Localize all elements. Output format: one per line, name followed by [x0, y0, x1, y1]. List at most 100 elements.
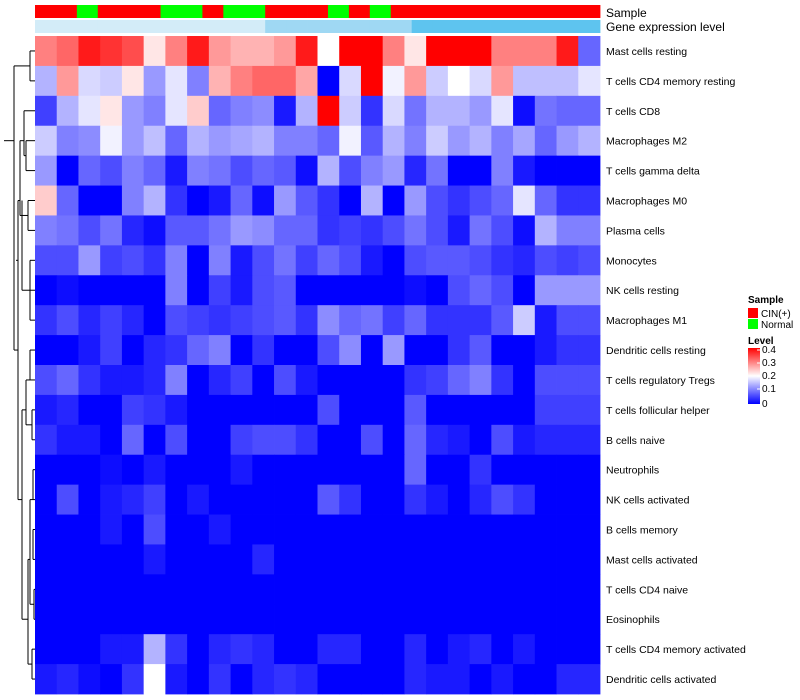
expression-annotation-cell: [55, 20, 78, 33]
heatmap-cell: [556, 155, 579, 186]
row-label: NK cells resting: [606, 285, 679, 297]
heatmap-cell: [295, 65, 318, 97]
heatmap-cell: [252, 574, 275, 605]
heatmap-cell: [491, 215, 514, 246]
heatmap-cell: [208, 125, 231, 157]
heatmap-cell: [447, 335, 471, 366]
heatmap-cell: [295, 365, 318, 396]
heatmap-cell: [274, 36, 297, 67]
row-label: Mast cells activated: [606, 554, 698, 566]
heatmap-cell: [295, 215, 318, 246]
heatmap-cell: [339, 664, 362, 695]
row-label: Neutrophils: [606, 465, 659, 477]
heatmap-cell: [230, 394, 253, 426]
heatmap-cell: [426, 634, 449, 665]
heatmap-cell: [295, 335, 318, 366]
heatmap-cell: [447, 394, 471, 426]
heatmap-cell: [469, 36, 492, 67]
row-label: Macrophages M0: [606, 196, 687, 208]
heatmap-cell: [35, 125, 58, 157]
heatmap-cell: [447, 155, 471, 186]
heatmap-cell: [121, 544, 145, 575]
heatmap-cell: [78, 664, 101, 695]
heatmap-cell: [78, 95, 101, 127]
heatmap-cell: [143, 394, 166, 426]
heatmap-cell: [556, 215, 579, 246]
heatmap-cell: [165, 544, 188, 575]
heatmap-cell: [317, 215, 340, 246]
heatmap-cell: [339, 215, 362, 246]
heatmap-cell: [382, 634, 405, 665]
heatmap-cell: [317, 544, 340, 575]
heatmap-cell: [252, 424, 275, 456]
heatmap-cell: [404, 604, 427, 635]
heatmap-cell: [447, 574, 471, 605]
heatmap-cell: [100, 95, 123, 127]
heatmap-cell: [447, 604, 471, 635]
heatmap-cell: [78, 155, 101, 186]
expression-annotation-cell: [286, 20, 308, 33]
heatmap-cell: [143, 454, 166, 486]
heatmap-cell: [252, 305, 275, 336]
heatmap-cell: [143, 275, 166, 306]
heatmap-cell: [230, 36, 253, 67]
heatmap-cell: [230, 65, 253, 97]
heatmap-cell: [121, 215, 145, 246]
heatmap-cell: [534, 574, 557, 605]
heatmap-cell: [143, 335, 166, 366]
heatmap-cell: [426, 574, 449, 605]
heatmap-cell: [491, 574, 514, 605]
heatmap-cell: [426, 514, 449, 545]
heatmap-cell: [339, 454, 362, 486]
sample-annotation-cell: [432, 5, 454, 18]
heatmap-cell: [165, 484, 188, 515]
heatmap-cell: [56, 95, 79, 127]
heatmap-cell: [35, 634, 58, 665]
heatmap-cell: [100, 245, 123, 276]
heatmap-cell: [578, 275, 601, 306]
heatmap-cell: [491, 95, 514, 127]
heatmap-cell: [78, 484, 101, 515]
heatmap-cell: [143, 245, 166, 276]
heatmap-cell: [252, 664, 275, 695]
heatmap-cell: [491, 484, 514, 515]
heatmap-cell: [317, 604, 340, 635]
heatmap-cell: [230, 95, 253, 127]
heatmap-cell: [208, 604, 231, 635]
heatmap-cell: [426, 95, 449, 127]
expression-annotation-cell: [537, 20, 559, 33]
heatmap-cell: [121, 245, 145, 276]
heatmap-cell: [143, 424, 166, 456]
sample-annotation-cell: [516, 5, 538, 18]
heatmap-cell: [360, 544, 384, 575]
heatmap-cell: [469, 424, 492, 456]
heatmap-cell: [447, 215, 471, 246]
heatmap-cell: [252, 365, 275, 396]
row-label: Mast cells resting: [606, 46, 687, 58]
heatmap-cell: [35, 335, 58, 366]
legend-level-tick: 0.3: [762, 358, 776, 369]
heatmap-cell: [317, 394, 340, 426]
heatmap-cell: [187, 544, 210, 575]
heatmap-cell: [187, 275, 210, 306]
sample-annotation-cell: [390, 5, 413, 18]
heatmap-cell: [295, 305, 318, 336]
heatmap-cell: [78, 215, 101, 246]
heatmap-cell: [382, 215, 405, 246]
heatmap-cell: [382, 125, 405, 157]
sample-annotation-cell: [223, 5, 245, 18]
heatmap-cell: [143, 634, 166, 665]
heatmap-cell: [35, 454, 58, 486]
sample-annotation-bar: [35, 5, 601, 18]
heatmap-cell: [360, 424, 384, 456]
heatmap-cell: [339, 185, 362, 216]
heatmap-cell: [165, 65, 188, 97]
row-label: T cells CD8: [606, 106, 660, 118]
heatmap-cell: [121, 365, 145, 396]
heatmap-cell: [317, 125, 340, 157]
heatmap-cell: [382, 185, 405, 216]
heatmap-cell: [513, 634, 536, 665]
heatmap-cell: [578, 454, 601, 486]
heatmap-cell: [534, 634, 557, 665]
row-label: Monocytes: [606, 255, 657, 267]
